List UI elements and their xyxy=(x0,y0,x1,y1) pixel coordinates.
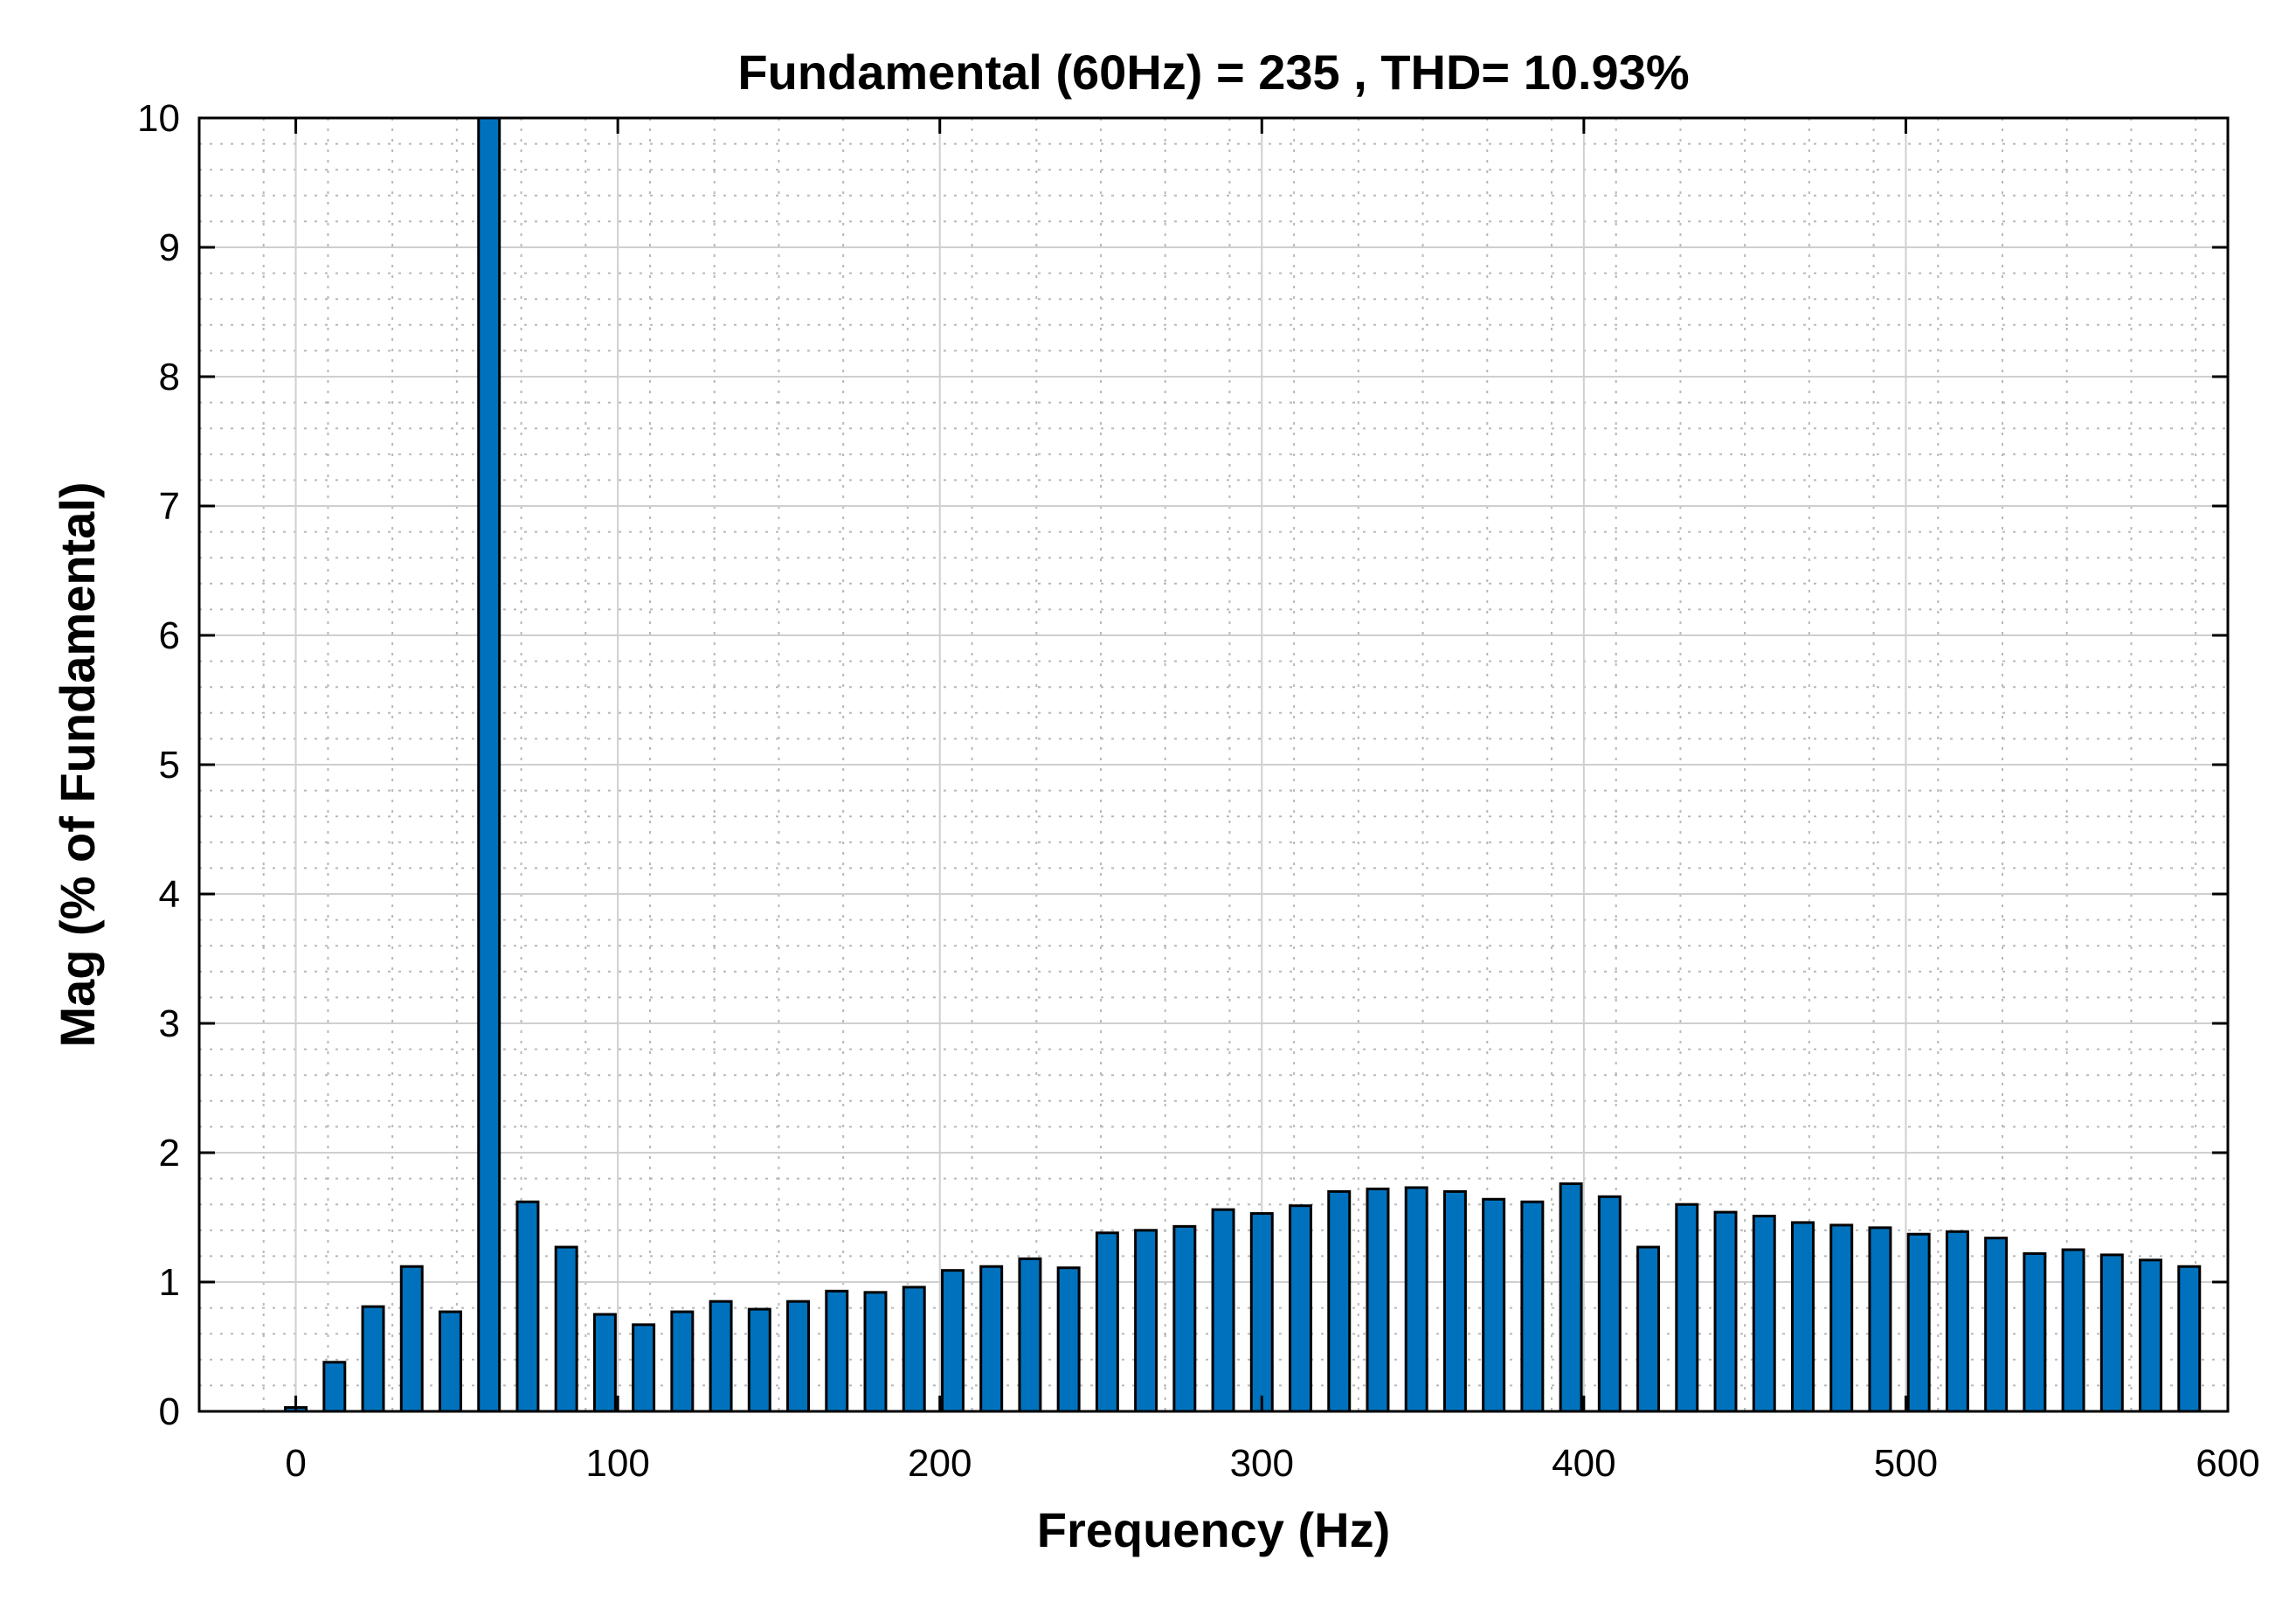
y-tick-label: 1 xyxy=(159,1261,180,1304)
y-axis-label: Mag (% of Fundamental) xyxy=(50,482,105,1047)
bar xyxy=(1172,1224,1197,1413)
bar xyxy=(1018,1257,1042,1413)
bar xyxy=(1713,1210,1738,1413)
bar xyxy=(361,1305,385,1413)
bar xyxy=(2177,1265,2202,1413)
y-tick-label: 9 xyxy=(159,226,180,269)
bar xyxy=(1482,1197,1506,1413)
bar xyxy=(863,1291,888,1413)
y-tick-label: 7 xyxy=(159,485,180,528)
bar xyxy=(1597,1195,1622,1413)
bar xyxy=(1327,1189,1352,1413)
bar xyxy=(1829,1223,1854,1413)
y-tick-label: 4 xyxy=(159,873,180,916)
bar xyxy=(979,1265,1004,1413)
bar xyxy=(670,1310,695,1413)
x-tick-label: 100 xyxy=(585,1442,649,1485)
bar xyxy=(322,1361,347,1413)
y-tick-label: 6 xyxy=(159,614,180,657)
x-tick-label: 300 xyxy=(1230,1442,1294,1485)
bar xyxy=(1211,1208,1235,1413)
bar xyxy=(1520,1200,1545,1413)
bar xyxy=(515,1200,540,1413)
x-tick-label: 500 xyxy=(1874,1442,1938,1485)
bar xyxy=(1249,1212,1274,1413)
bar xyxy=(940,1269,965,1413)
y-tick-label: 8 xyxy=(159,356,180,399)
minor-grid xyxy=(199,118,2228,1411)
y-tick-label: 3 xyxy=(159,1002,180,1045)
bar xyxy=(1056,1266,1081,1413)
bar xyxy=(709,1300,733,1413)
y-tick-label: 5 xyxy=(159,744,180,787)
bar xyxy=(1442,1189,1467,1413)
chart-title: Fundamental (60Hz) = 235 , THD= 10.93% xyxy=(737,45,1689,100)
x-tick-labels: 0 100 200 300 400 500 600 xyxy=(285,1442,2259,1485)
axis-ticks xyxy=(199,116,2230,1413)
bar xyxy=(632,1323,656,1413)
bar xyxy=(1675,1202,1699,1413)
bar xyxy=(1752,1215,1776,1413)
bar xyxy=(1289,1204,1312,1413)
bar xyxy=(1868,1226,1892,1413)
y-tick-labels: 0 1 2 3 4 5 6 7 8 9 10 xyxy=(137,97,180,1433)
bar xyxy=(554,1245,578,1413)
bar-series xyxy=(284,116,2202,1413)
x-tick-label: 200 xyxy=(908,1442,972,1485)
bar xyxy=(2023,1251,2047,1413)
bar xyxy=(786,1300,811,1413)
bar xyxy=(2139,1258,2163,1413)
bar xyxy=(399,1265,424,1413)
x-tick-label: 0 xyxy=(285,1442,306,1485)
bar xyxy=(439,1310,462,1413)
y-tick-label: 10 xyxy=(137,97,180,140)
y-tick-label: 2 xyxy=(159,1132,180,1175)
y-tick-label: 0 xyxy=(159,1390,180,1433)
bar xyxy=(1095,1231,1119,1413)
bar xyxy=(1559,1182,1583,1413)
bar xyxy=(477,116,501,1413)
bar xyxy=(1134,1229,1158,1413)
bar xyxy=(1791,1221,1815,1413)
bar xyxy=(1906,1232,1931,1413)
bar xyxy=(2099,1253,2124,1413)
bar xyxy=(825,1289,849,1413)
x-tick-label: 600 xyxy=(2196,1442,2259,1485)
bar xyxy=(1404,1186,1428,1413)
bar xyxy=(1945,1230,1969,1413)
x-tick-label: 400 xyxy=(1552,1442,1615,1485)
bar xyxy=(592,1313,617,1413)
bar xyxy=(902,1286,926,1413)
bar xyxy=(2061,1248,2085,1413)
bar xyxy=(1984,1237,2009,1413)
bar xyxy=(747,1307,771,1413)
bar xyxy=(1636,1245,1661,1413)
bar xyxy=(1366,1187,1390,1413)
x-axis-label: Frequency (Hz) xyxy=(1037,1502,1391,1557)
